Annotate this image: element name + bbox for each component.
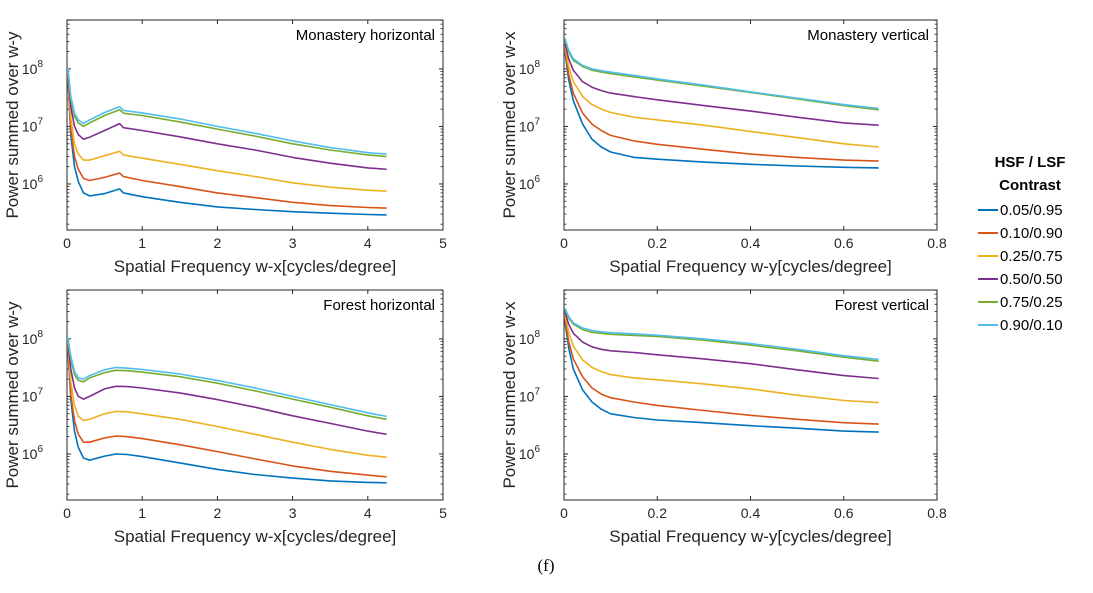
series-line-0.50-0.50 <box>67 70 387 171</box>
x-tick-label: 0.4 <box>741 505 761 521</box>
series-line-0.75-0.25 <box>67 338 387 421</box>
panel-title: Monastery horizontal <box>296 27 435 44</box>
x-tick-label: 5 <box>439 505 447 521</box>
series-line-0.50-0.50 <box>564 312 879 380</box>
legend-title-line1: HSF / LSF <box>995 154 1066 171</box>
x-tick-label: 0.8 <box>927 235 947 251</box>
x-tick-label: 0.6 <box>834 235 854 251</box>
legend-label: 0.10/0.90 <box>1000 225 1063 242</box>
panel-title: Forest horizontal <box>323 297 435 314</box>
series-line-0.25-0.75 <box>67 341 387 458</box>
panel-title: Monastery vertical <box>807 27 929 44</box>
x-tick-label: 0 <box>63 505 71 521</box>
y-tick-label: 108 <box>519 59 541 77</box>
y-tick-label: 108 <box>22 59 44 77</box>
legend-label: 0.50/0.50 <box>1000 271 1063 288</box>
x-tick-label: 2 <box>214 505 222 521</box>
y-tick-label: 107 <box>519 386 541 404</box>
y-tick-label: 106 <box>519 444 541 462</box>
series-line-0.50-0.50 <box>564 43 879 126</box>
x-tick-label: 3 <box>289 235 297 251</box>
series-line-0.10-0.90 <box>564 317 879 425</box>
panel-monastery-horizontal: 0 1 2 3 4 5 106 107 108 Monastery horizontal Spati… <box>3 19 447 276</box>
series-line-0.05-0.95 <box>564 321 879 433</box>
x-tick-label: 4 <box>364 235 372 251</box>
x-tick-label: 2 <box>214 235 222 251</box>
legend-label: 0.05/0.95 <box>1000 202 1063 219</box>
x-tick-label: 0 <box>560 505 568 521</box>
series-line-0.50-0.50 <box>67 340 387 436</box>
y-axis-label: Power summed over w-y <box>3 31 22 219</box>
series-line-0.90-0.10 <box>67 337 387 418</box>
series-line-0.25-0.75 <box>67 71 387 192</box>
plot-area <box>563 19 938 231</box>
x-tick-label: 4 <box>364 505 372 521</box>
y-tick-label: 107 <box>519 116 541 134</box>
y-tick-label: 108 <box>519 329 541 347</box>
y-tick-label: 106 <box>22 444 44 462</box>
x-tick-label: 0.4 <box>741 235 761 251</box>
series-line-0.05-0.95 <box>564 51 879 169</box>
series-line-0.10-0.90 <box>67 342 387 478</box>
x-tick-label: 0.2 <box>648 505 668 521</box>
series-line-0.05-0.95 <box>67 344 387 484</box>
legend-label: 0.25/0.75 <box>1000 248 1063 265</box>
y-axis-label: Power summed over w-x <box>500 31 519 219</box>
y-tick-label: 106 <box>519 174 541 192</box>
legend-label: 0.90/0.10 <box>1000 317 1063 334</box>
series-line-0.75-0.25 <box>67 68 387 158</box>
y-axis-label: Power summed over w-x <box>500 301 519 489</box>
x-tick-label: 1 <box>138 505 146 521</box>
series-line-0.25-0.75 <box>564 45 879 148</box>
legend: HSF / LSF Contrast 0.05/0.95 0.10/0.90 0.2… <box>978 154 1065 334</box>
y-tick-label: 107 <box>22 116 44 134</box>
panel-forest-horizontal: 0 1 2 3 4 5 106 107 108 Forest horizontal Spatial … <box>3 289 447 546</box>
panel-monastery-vertical: 0 0.2 0.4 0.6 0.8 106 107 108 Monastery vertical… <box>500 19 947 276</box>
x-tick-label: 0.8 <box>927 505 947 521</box>
series-line-0.90-0.10 <box>564 307 879 361</box>
figure-caption: (f) <box>538 556 555 575</box>
x-axis-label: Spatial Frequency w-x[cycles/degree] <box>114 257 397 276</box>
series-line-0.75-0.25 <box>564 309 879 362</box>
x-tick-label: 0.6 <box>834 505 854 521</box>
series-line-0.10-0.90 <box>67 72 387 209</box>
y-tick-label: 106 <box>22 174 44 192</box>
x-axis-label: Spatial Frequency w-x[cycles/degree] <box>114 527 397 546</box>
series-line-0.90-0.10 <box>67 67 387 155</box>
x-tick-label: 0.2 <box>648 235 668 251</box>
x-axis-label: Spatial Frequency w-y[cycles/degree] <box>609 527 892 546</box>
plot-area <box>66 19 444 231</box>
series-line-0.10-0.90 <box>564 49 879 162</box>
x-tick-label: 1 <box>138 235 146 251</box>
series-line-0.25-0.75 <box>564 314 879 404</box>
plot-area <box>66 289 444 501</box>
y-tick-label: 108 <box>22 329 44 347</box>
legend-label: 0.75/0.25 <box>1000 294 1063 311</box>
x-tick-label: 0 <box>63 235 71 251</box>
x-tick-label: 3 <box>289 505 297 521</box>
series-line-0.90-0.10 <box>564 38 879 110</box>
legend-title-line2: Contrast <box>999 177 1061 194</box>
y-axis-label: Power summed over w-y <box>3 301 22 489</box>
legend-entries: 0.05/0.95 0.10/0.90 0.25/0.75 0.50/0.50 0.75… <box>978 202 1063 334</box>
x-tick-label: 5 <box>439 235 447 251</box>
series-line-0.05-0.95 <box>67 74 387 216</box>
x-tick-label: 0 <box>560 235 568 251</box>
x-axis-label: Spatial Frequency w-y[cycles/degree] <box>609 257 892 276</box>
y-tick-label: 107 <box>22 386 44 404</box>
panel-title: Forest vertical <box>835 297 929 314</box>
plot-area <box>563 289 938 501</box>
panel-forest-vertical: 0 0.2 0.4 0.6 0.8 106 107 108 Forest vertical Spa… <box>500 289 947 546</box>
